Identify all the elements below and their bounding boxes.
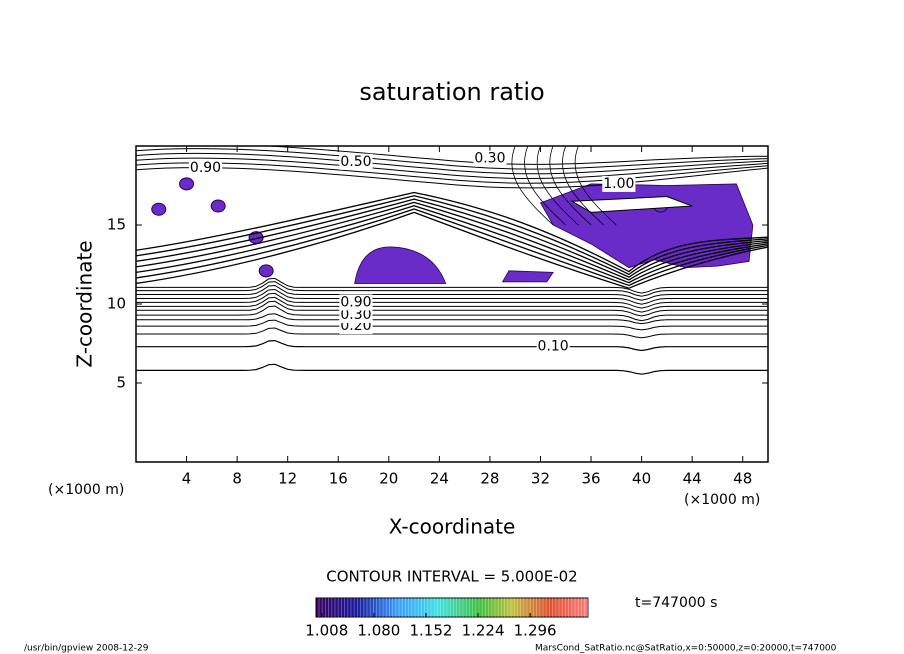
- contour-line: [549, 146, 592, 226]
- contour-line: [511, 146, 554, 226]
- colorbar: [315, 597, 589, 618]
- time-label: t=747000 s: [635, 595, 717, 611]
- x-tick-label: 32: [531, 470, 550, 488]
- contour-interval: CONTOUR INTERVAL = 5.000E-02: [326, 568, 577, 586]
- contour-line: [524, 146, 567, 226]
- colorbar-tick-label: 1.224: [462, 622, 505, 640]
- contour-line: [136, 195, 768, 276]
- colorbar-tick-label: 1.080: [357, 622, 400, 640]
- contour-label-bg: [536, 338, 570, 355]
- x-tick-label: 8: [232, 470, 242, 488]
- footer-left: /usr/bin/gpview 2008-12-29: [24, 644, 149, 654]
- y-tick-label: 15: [107, 216, 126, 234]
- contour-label-bg: [339, 153, 373, 170]
- white-patch: [570, 196, 693, 213]
- x-unit-left: (×1000 m): [48, 482, 124, 498]
- contour-label-bg: [473, 150, 507, 167]
- x-axis-title: X-coordinate: [389, 515, 516, 539]
- contour-label: 0.90: [340, 294, 371, 310]
- contour-line: [136, 198, 768, 278]
- contour-label: 0.30: [474, 151, 505, 167]
- contour-line: [561, 146, 604, 226]
- contour-label-bg: [602, 175, 636, 192]
- contour-label: 0.50: [340, 154, 371, 170]
- contour-line: [136, 277, 768, 294]
- contour-label-bg: [339, 294, 373, 311]
- x-tick-label: 12: [278, 470, 297, 488]
- contour-label: 1.00: [603, 176, 634, 192]
- contour-line: [136, 201, 768, 281]
- contour-line: [136, 211, 768, 289]
- contour-line: [136, 146, 768, 165]
- x-tick-label: 20: [379, 470, 398, 488]
- contour-line: [136, 319, 768, 331]
- contour-label: 0.30: [340, 307, 371, 323]
- y-tick-label: 5: [116, 374, 126, 392]
- shaded-region: [501, 270, 554, 283]
- contour-line: [136, 191, 768, 273]
- contour-line: [136, 152, 768, 175]
- contour-line: [136, 363, 768, 375]
- contour-line: [136, 284, 768, 301]
- x-tick-label: 16: [329, 470, 348, 488]
- x-tick-label: 36: [581, 470, 600, 488]
- contour-line: [136, 281, 768, 297]
- x-tick-label: 4: [182, 470, 192, 488]
- contour-label-bg: [188, 160, 223, 177]
- x-tick-label: 44: [683, 470, 702, 488]
- contour-line: [136, 157, 768, 180]
- contour-label: 0.10: [538, 339, 569, 355]
- shaded-region: [179, 177, 195, 191]
- contour-line: [536, 146, 579, 226]
- colorbar-tick-label: 1.152: [409, 622, 452, 640]
- contour-line: [136, 327, 768, 339]
- contour-line: [136, 167, 768, 189]
- footer-right: MarsCond_SatRatio.nc@SatRatio,x=0:50000,…: [535, 644, 837, 654]
- plot-area: [136, 146, 768, 375]
- shaded-region: [151, 202, 167, 216]
- shaded-region: [258, 264, 274, 278]
- shaded-region: [354, 246, 447, 284]
- contour-label-bg: [339, 307, 373, 324]
- contour-line: [136, 148, 768, 170]
- contour-line: [136, 300, 768, 317]
- colorbar-tick-label: 1.008: [305, 622, 348, 640]
- contour-line: [136, 162, 768, 184]
- chart-title: saturation ratio: [359, 78, 544, 106]
- shaded-region: [210, 199, 226, 213]
- contour-line: [136, 339, 768, 352]
- contour-line: [136, 313, 768, 325]
- contour-line: [136, 205, 768, 284]
- x-tick-label: 40: [632, 470, 651, 488]
- x-tick-label: 48: [733, 470, 752, 488]
- y-axis-title: Z-coordinate: [73, 240, 97, 367]
- contour-line: [136, 208, 768, 287]
- contour-line: [136, 288, 768, 305]
- x-tick-label: 28: [480, 470, 499, 488]
- x-unit-right: (×1000 m): [684, 492, 760, 508]
- contour-line: [136, 296, 768, 313]
- contour-line: [574, 146, 617, 226]
- contour-line: [136, 305, 768, 322]
- y-tick-label: 10: [107, 295, 126, 313]
- colorbar-tick-label: 1.296: [514, 622, 557, 640]
- x-tick-label: 24: [430, 470, 449, 488]
- contour-line: [136, 292, 768, 309]
- contour-label: 0.90: [190, 160, 221, 176]
